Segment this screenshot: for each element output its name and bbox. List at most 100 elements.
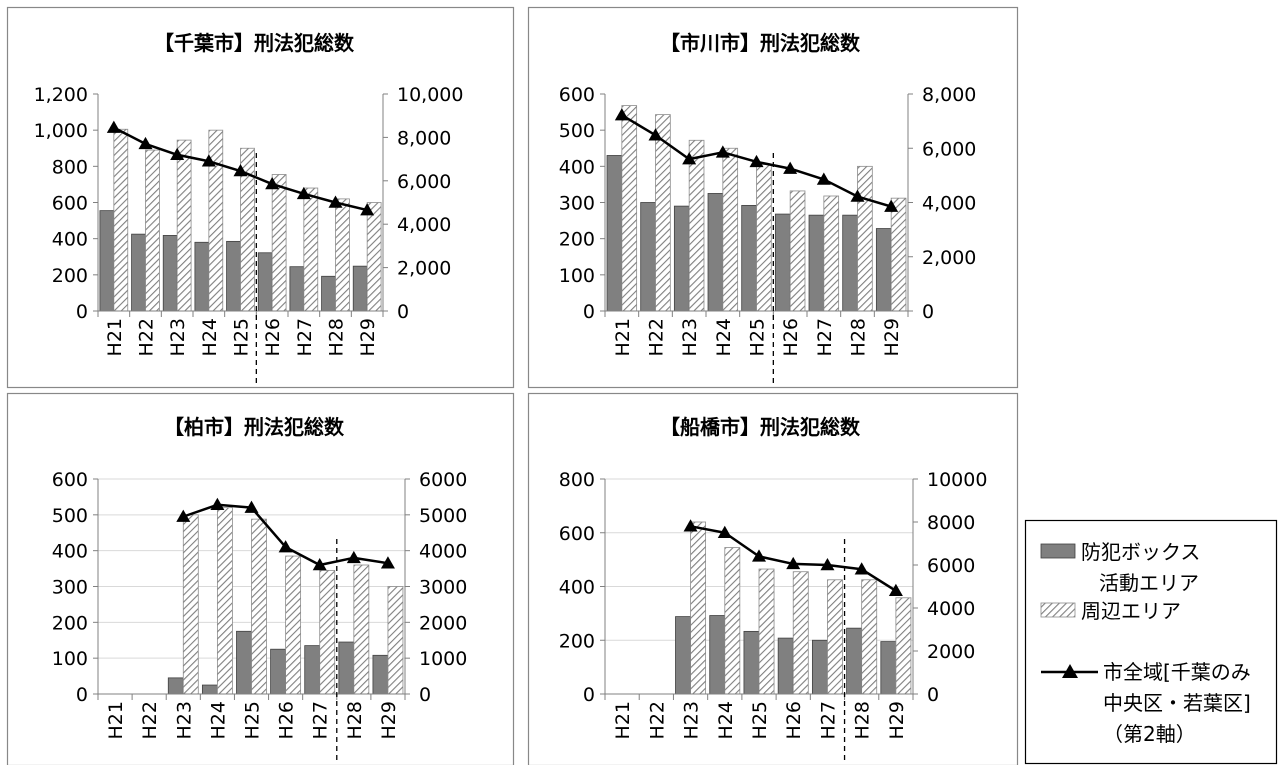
right-tick-label: 2000 xyxy=(927,641,975,663)
category-label: H27 xyxy=(310,701,332,739)
bar-surrounding-area xyxy=(790,191,805,311)
bar-box-area xyxy=(675,617,690,694)
left-tick-label: 0 xyxy=(583,684,595,706)
left-tick-label: 400 xyxy=(52,229,88,251)
bar-surrounding-area xyxy=(209,130,223,311)
right-tick-label: 2000 xyxy=(419,612,467,634)
category-label: H29 xyxy=(881,318,903,356)
bar-box-area xyxy=(132,234,146,311)
bar-surrounding-area xyxy=(367,203,381,312)
bar-surrounding-area xyxy=(691,522,706,694)
bar-surrounding-area xyxy=(146,150,160,311)
left-tick-label: 200 xyxy=(52,265,88,287)
right-tick-label: 5000 xyxy=(419,505,467,527)
left-tick-label: 0 xyxy=(76,684,88,706)
category-label: H29 xyxy=(378,701,400,739)
legend-label: 周辺エリア xyxy=(1081,599,1181,623)
left-tick-label: 800 xyxy=(52,156,88,178)
left-tick-label: 1,000 xyxy=(34,120,88,142)
bar-surrounding-area xyxy=(725,548,740,694)
bar-box-area xyxy=(674,206,689,311)
left-tick-label: 600 xyxy=(559,84,595,106)
category-label: H27 xyxy=(817,701,839,739)
category-label: H28 xyxy=(848,318,870,356)
category-label: H22 xyxy=(646,701,668,739)
bar-box-area xyxy=(227,241,241,311)
right-tick-label: 3000 xyxy=(419,577,467,599)
category-label: H23 xyxy=(681,701,703,739)
category-label: H22 xyxy=(136,318,158,356)
bar-surrounding-area xyxy=(858,166,873,311)
bar-box-area xyxy=(202,685,217,694)
category-label: H24 xyxy=(715,701,737,739)
right-tick-label: 6,000 xyxy=(922,138,976,160)
bar-box-area xyxy=(168,678,183,694)
right-tick-label: 8,000 xyxy=(922,84,976,106)
bar-box-area xyxy=(775,214,790,311)
left-tick-label: 400 xyxy=(559,577,595,599)
left-tick-label: 0 xyxy=(76,301,88,323)
bar-box-area xyxy=(339,642,354,694)
bar-surrounding-area xyxy=(689,140,704,311)
bar-box-area xyxy=(876,229,891,311)
bar-surrounding-area xyxy=(336,199,350,311)
chart-panel-3: 【船橋市】刑法犯総数020040060080002000400060008000… xyxy=(529,394,1018,765)
category-label: H25 xyxy=(747,318,769,356)
chart-panel-2: 【柏市】刑法犯総数0100200300400500600010002000300… xyxy=(8,394,514,765)
left-tick-label: 1,200 xyxy=(34,84,88,106)
left-tick-label: 300 xyxy=(559,193,595,215)
bar-surrounding-area xyxy=(891,198,906,311)
category-label: H21 xyxy=(105,701,127,739)
left-tick-label: 200 xyxy=(52,612,88,634)
right-tick-label: 0 xyxy=(397,301,409,323)
category-label: H26 xyxy=(780,318,802,356)
bar-surrounding-area xyxy=(824,196,839,311)
category-label: H25 xyxy=(749,701,771,739)
bar-box-area xyxy=(812,640,827,694)
legend-label: 市全域[千葉のみ xyxy=(1103,660,1251,684)
bar-box-area xyxy=(163,235,177,311)
bar-box-area xyxy=(236,631,251,694)
left-tick-label: 600 xyxy=(52,469,88,491)
bar-surrounding-area xyxy=(114,129,128,311)
category-label: H28 xyxy=(344,701,366,739)
chart-title: 【市川市】刑法犯総数 xyxy=(660,31,861,55)
left-tick-label: 100 xyxy=(52,648,88,670)
bar-surrounding-area xyxy=(272,174,286,311)
legend-swatch-bar xyxy=(1041,544,1075,558)
chart-title: 【千葉市】刑法犯総数 xyxy=(154,31,355,55)
legend-label: （第2軸） xyxy=(1103,722,1196,746)
legend-label: 防犯ボックス xyxy=(1081,540,1200,564)
category-label: H27 xyxy=(814,318,836,356)
left-tick-label: 400 xyxy=(559,156,595,178)
bar-box-area xyxy=(607,155,622,311)
bar-surrounding-area xyxy=(217,508,232,694)
right-tick-label: 4,000 xyxy=(922,193,976,215)
category-label: H28 xyxy=(852,701,874,739)
right-tick-label: 8,000 xyxy=(397,127,451,149)
right-tick-label: 8000 xyxy=(927,512,975,534)
left-tick-label: 500 xyxy=(559,120,595,142)
bar-surrounding-area xyxy=(862,580,877,694)
right-tick-label: 0 xyxy=(419,684,431,706)
bar-box-area xyxy=(809,215,824,311)
chart-panel-0: 【千葉市】刑法犯総数 0 200 400 600 800 1,000 1,200 0 2,000 4… xyxy=(8,8,514,388)
bar-surrounding-area xyxy=(759,569,774,694)
category-label: H28 xyxy=(326,318,348,356)
right-tick-label: 10000 xyxy=(927,469,987,491)
right-tick-label: 10,000 xyxy=(397,84,463,106)
bar-surrounding-area xyxy=(896,598,911,694)
chart-panel-1: 【市川市】刑法犯総数 0 100 200 300 400 500 600 0 2,000 4,000… xyxy=(529,8,1018,388)
bar-box-area xyxy=(373,655,388,694)
legend-label: 活動エリア xyxy=(1099,571,1199,595)
category-label: H29 xyxy=(886,701,908,739)
bar-surrounding-area xyxy=(354,565,369,694)
left-tick-label: 800 xyxy=(559,469,595,491)
bar-box-area xyxy=(881,642,896,694)
bar-box-area xyxy=(710,616,725,694)
bar-box-area xyxy=(744,631,759,694)
category-label: H26 xyxy=(262,318,284,356)
legend-swatch-hatched xyxy=(1041,603,1075,617)
